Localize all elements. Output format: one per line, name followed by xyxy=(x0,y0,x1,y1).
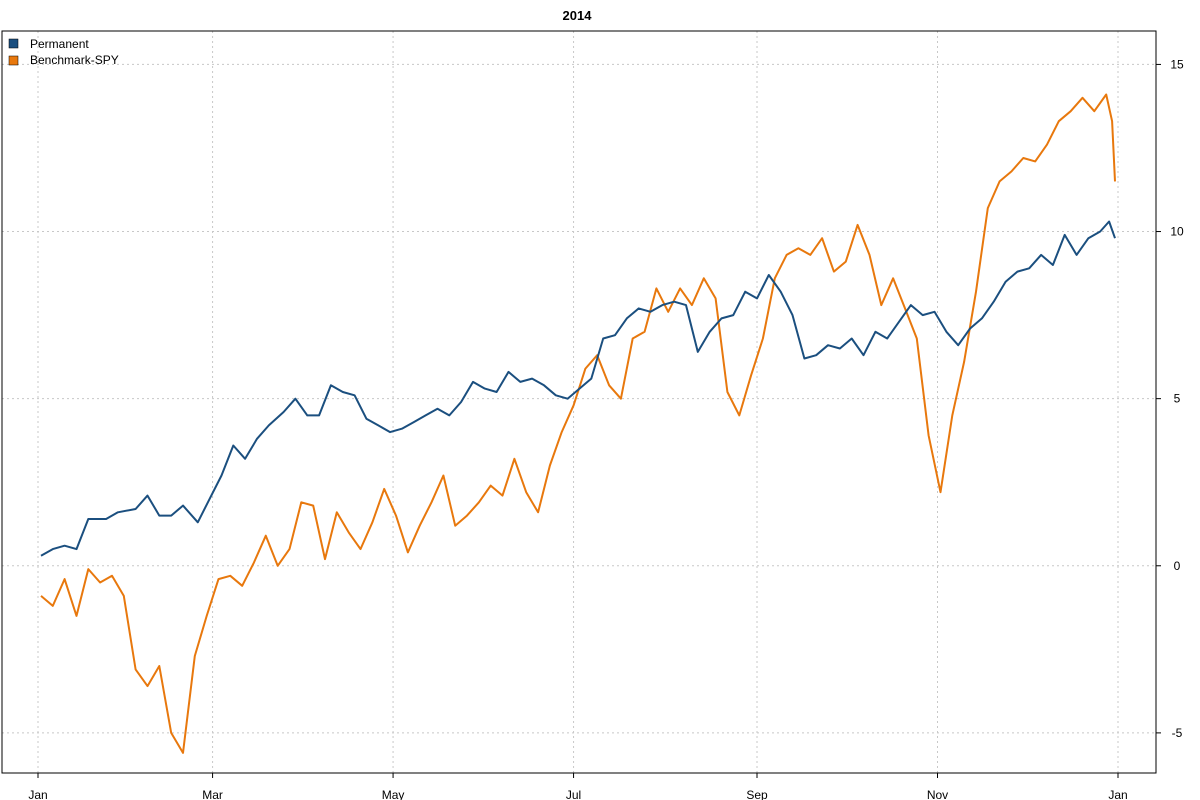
x-tick-label: Jul xyxy=(566,788,581,800)
grid-layer xyxy=(2,31,1156,773)
legend: Permanent Benchmark-SPY xyxy=(8,37,119,67)
y-tick-label: 10 xyxy=(1170,225,1184,239)
series-layer xyxy=(40,93,1116,754)
x-tick-label: Jan xyxy=(1108,788,1127,800)
x-tick-label: Nov xyxy=(927,788,948,800)
chart-title: 2014 xyxy=(563,8,593,23)
legend-swatch-permanent xyxy=(8,38,19,49)
legend-label-benchmark-spy: Benchmark-SPY xyxy=(30,53,119,67)
y-tick-label: 15 xyxy=(1170,57,1184,71)
x-tick-label: May xyxy=(382,788,405,800)
y-tick-label: 0 xyxy=(1174,559,1181,573)
series-line-permanent xyxy=(40,220,1116,557)
legend-swatch-benchmark-spy xyxy=(8,55,19,66)
legend-label-permanent: Permanent xyxy=(30,37,89,51)
y-tick-label: -5 xyxy=(1172,726,1183,740)
series-line-benchmark-spy xyxy=(40,93,1116,754)
y-axis: -5 0 5 10 15 xyxy=(1156,57,1184,740)
x-axis: Jan Mar May Jul Sep Nov Jan xyxy=(28,773,1128,800)
x-tick-label: Mar xyxy=(202,788,223,800)
x-tick-label: Sep xyxy=(746,788,768,800)
plot-frame xyxy=(1,30,1157,774)
y-tick-label: 5 xyxy=(1174,392,1181,406)
x-tick-label: Jan xyxy=(28,788,47,800)
